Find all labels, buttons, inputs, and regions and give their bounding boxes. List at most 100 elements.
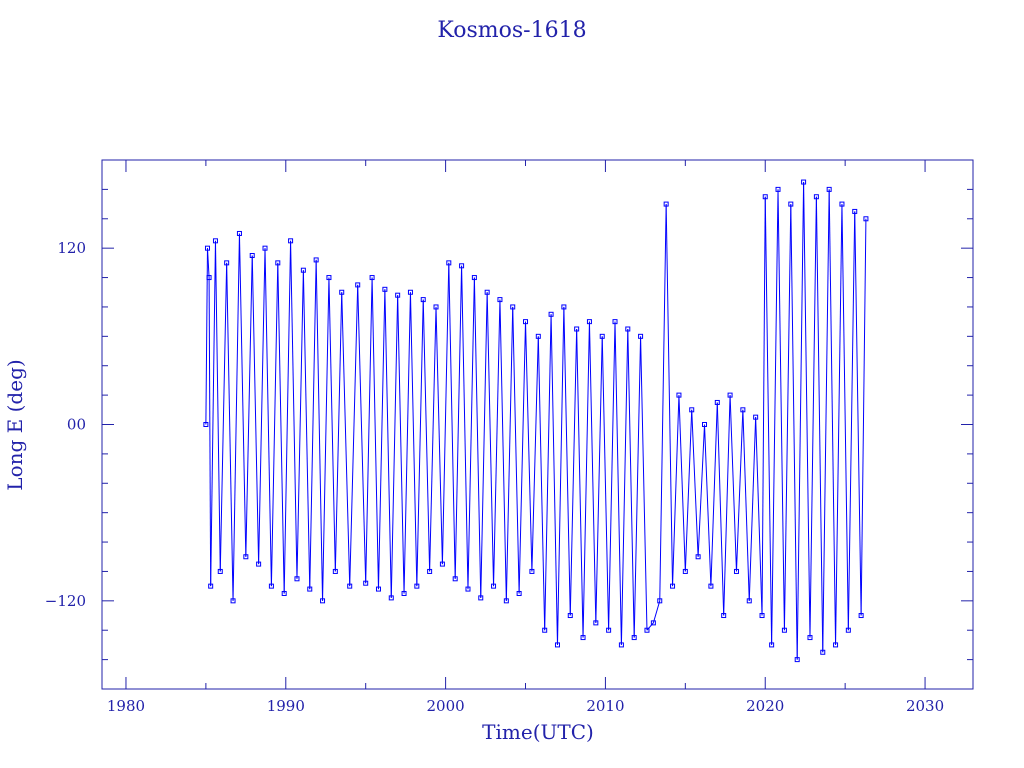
- data-point: [863, 216, 869, 222]
- series-segment: [828, 189, 837, 645]
- series-segment: [349, 284, 359, 587]
- series-segment: [371, 277, 379, 590]
- series-segment: [563, 306, 571, 616]
- series-segment: [835, 204, 843, 645]
- chart-title: Kosmos-1618: [437, 18, 586, 43]
- series-segment: [748, 417, 757, 601]
- series-segment: [258, 248, 266, 565]
- series-segment: [627, 328, 635, 638]
- series-segment: [860, 218, 867, 616]
- series-segment: [518, 321, 527, 594]
- series-segment: [525, 321, 533, 572]
- series-segment: [854, 211, 862, 616]
- series-segment: [672, 395, 680, 587]
- data-layer: [203, 179, 869, 663]
- series-segment: [697, 424, 706, 557]
- y-axis-label: Long E (deg): [3, 359, 27, 490]
- series-segment: [435, 306, 443, 565]
- x-tick-label: 2000: [427, 697, 465, 715]
- series-segment: [283, 240, 292, 594]
- series-segment: [493, 299, 501, 587]
- series-segment: [556, 306, 565, 645]
- series-segment: [640, 336, 648, 631]
- series-segment: [684, 409, 693, 572]
- series-segment: [608, 321, 616, 631]
- series-segment: [334, 292, 343, 572]
- series-segment: [277, 262, 285, 594]
- series-segment: [735, 409, 744, 572]
- series-segment: [601, 336, 610, 631]
- series-segment: [822, 189, 830, 653]
- series-segment: [576, 328, 584, 638]
- series-segment: [409, 292, 418, 587]
- series-segment: [214, 240, 221, 572]
- series-segment: [461, 265, 469, 590]
- series-segment: [341, 292, 351, 587]
- series-segment: [219, 262, 228, 572]
- x-tick-label: 2010: [586, 697, 624, 715]
- series-segment: [467, 277, 475, 590]
- series-segment: [390, 295, 399, 598]
- series-segment: [652, 600, 661, 624]
- series-segment: [480, 292, 488, 598]
- series-segment: [397, 295, 405, 594]
- series-segment: [238, 233, 247, 557]
- series-segment: [486, 292, 495, 587]
- series-segment: [473, 277, 482, 598]
- series-segment: [264, 248, 272, 587]
- y-tick-label: 120: [57, 239, 86, 257]
- series-segment: [384, 289, 392, 598]
- x-tick-label: 1980: [107, 697, 145, 715]
- x-tick-label: 2020: [746, 697, 784, 715]
- series-segment: [729, 395, 737, 572]
- series-segment: [620, 328, 629, 645]
- series-segment: [290, 240, 298, 579]
- series-segment: [665, 204, 674, 587]
- series-segment: [270, 262, 279, 587]
- series-segment: [588, 321, 597, 623]
- series-segment: [614, 321, 622, 645]
- series-segment: [790, 204, 798, 660]
- series-segment: [205, 248, 208, 425]
- series-segment: [847, 211, 856, 631]
- series-segment: [755, 417, 763, 616]
- series-segment: [633, 336, 642, 638]
- series-segment: [742, 409, 750, 601]
- y-tick-label: 00: [67, 416, 86, 434]
- series-segment: [783, 204, 792, 631]
- y-tick-label: −120: [45, 592, 86, 610]
- series-segment: [206, 248, 210, 278]
- series-segment: [582, 321, 590, 638]
- series-segment: [659, 204, 667, 601]
- series-segment: [777, 189, 785, 631]
- series-segment: [245, 255, 253, 557]
- x-tick-label: 1990: [267, 697, 305, 715]
- series-segment: [429, 306, 437, 572]
- series-segment: [232, 233, 240, 601]
- x-tick-label: 2030: [906, 697, 944, 715]
- series-segment: [691, 409, 699, 557]
- x-axis-label: Time(UTC): [482, 720, 594, 744]
- series-segment: [710, 402, 718, 587]
- series-segment: [764, 196, 773, 645]
- series-segment: [328, 277, 336, 572]
- series-segment: [357, 284, 367, 584]
- series-segment: [416, 299, 424, 587]
- series-segment: [815, 196, 824, 653]
- series-segment: [422, 299, 431, 572]
- series-segment: [678, 395, 686, 572]
- series-segment: [803, 182, 811, 638]
- series-segment: [723, 395, 731, 616]
- series-segment: [841, 204, 849, 631]
- series-segment: [309, 259, 317, 590]
- series-segment: [569, 328, 578, 616]
- series-segment: [499, 299, 507, 601]
- series-segment: [454, 265, 463, 579]
- series-segment: [704, 424, 712, 587]
- series-segment: [208, 277, 212, 587]
- series-segment: [322, 277, 330, 601]
- y-axis: −120 00 120: [45, 188, 973, 661]
- series-segment: [377, 289, 386, 590]
- series-segment: [796, 182, 805, 660]
